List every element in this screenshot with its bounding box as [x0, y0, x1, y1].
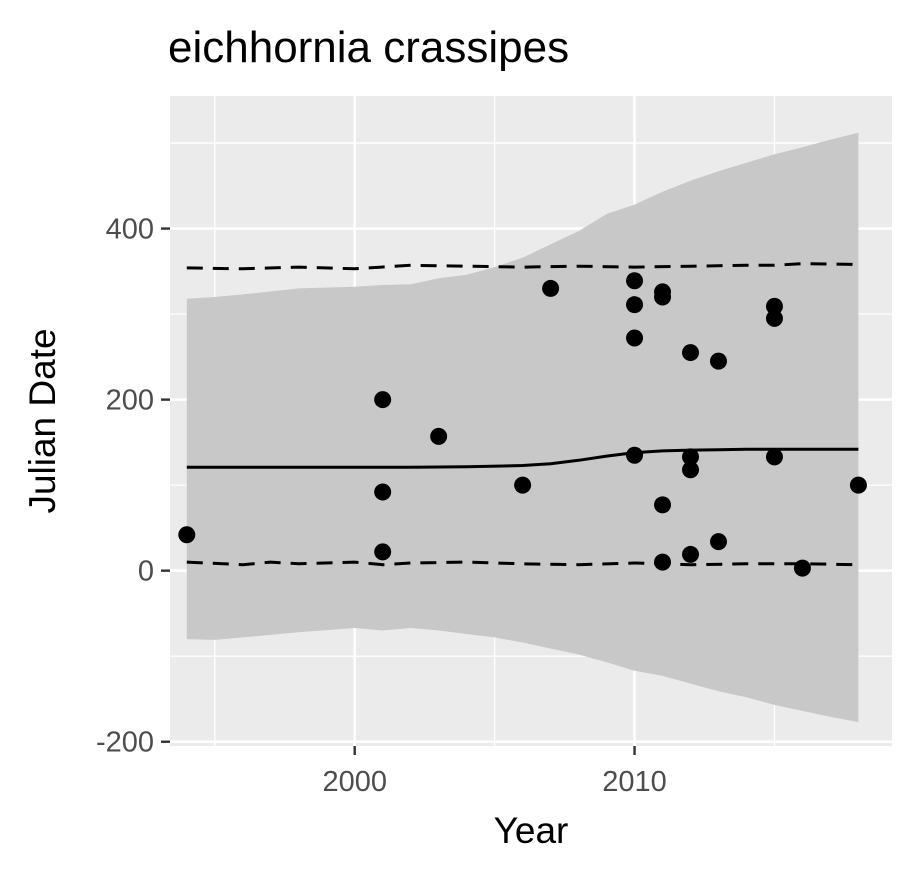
data-point — [682, 344, 700, 362]
data-points — [178, 272, 867, 577]
data-point — [793, 559, 811, 577]
x-tick-label: 2000 — [322, 766, 387, 798]
data-point — [514, 476, 532, 494]
data-point — [682, 461, 700, 479]
data-point — [542, 279, 560, 297]
chart-title: eichhornia crassipes — [168, 23, 569, 72]
y-tick-label: 200 — [106, 385, 154, 417]
data-point — [430, 427, 448, 445]
data-point — [849, 476, 867, 494]
data-point — [178, 526, 196, 544]
confidence-ribbon — [186, 132, 859, 723]
x-tick-label: 2010 — [602, 766, 667, 798]
data-point — [709, 533, 727, 551]
data-point — [765, 448, 783, 466]
y-tick-label: 0 — [138, 556, 154, 588]
median-trend-line — [186, 447, 859, 469]
data-point — [654, 288, 672, 306]
data-point — [626, 446, 644, 464]
data-point — [654, 553, 672, 571]
upper-dashed-line — [186, 262, 859, 271]
lower-dashed-line — [186, 560, 859, 567]
confidence-band — [186, 132, 859, 723]
y-tick-label: -200 — [96, 727, 154, 759]
data-point — [709, 352, 727, 370]
y-axis-title: Julian Date — [22, 328, 63, 513]
data-point — [626, 296, 644, 314]
data-point — [682, 545, 700, 563]
x-axis: 2000 2010 — [322, 746, 667, 798]
trend-lines — [186, 262, 859, 567]
data-point — [765, 297, 783, 315]
data-point — [374, 391, 392, 409]
data-point — [765, 309, 783, 327]
data-point — [374, 483, 392, 501]
y-tick-label: 400 — [106, 214, 154, 246]
data-point — [654, 496, 672, 514]
y-axis: -200 0 200 400 — [96, 214, 170, 759]
data-point — [626, 272, 644, 290]
data-point — [682, 448, 700, 466]
data-point — [626, 329, 644, 347]
x-axis-title: Year — [494, 810, 569, 851]
data-point — [374, 543, 392, 561]
